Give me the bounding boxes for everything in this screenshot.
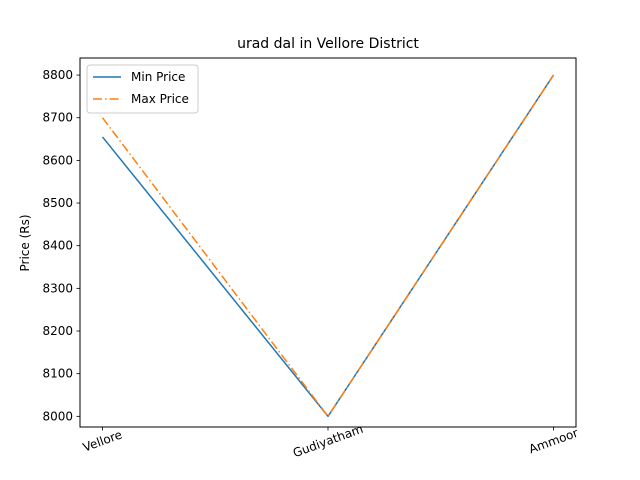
series-layer — [101, 74, 555, 418]
y-tick-label: 8300 — [42, 281, 73, 295]
y-tick-label: 8600 — [42, 153, 73, 167]
series-line-1 — [101, 74, 555, 418]
y-axis-label: Price (Rs) — [18, 214, 32, 271]
y-tick-label: 8400 — [42, 239, 73, 253]
chart-title: urad dal in Vellore District — [237, 36, 419, 52]
x-tick-label: Vellore — [81, 427, 124, 454]
legend-label-0: Min Price — [131, 70, 185, 84]
x-axis: Vellore Gudiyatham Ammoor — [81, 422, 580, 460]
y-tick-label: 8000 — [42, 409, 73, 423]
y-tick-label: 8800 — [42, 68, 73, 82]
y-tick-label: 8500 — [42, 196, 73, 210]
series-line-0 — [101, 74, 555, 418]
y-tick-label: 8700 — [42, 111, 73, 125]
y-tick-label: 8200 — [42, 324, 73, 338]
legend-label-1: Max Price — [131, 92, 189, 106]
legend: Min Price Max Price — [86, 64, 199, 114]
y-tick-label: 8100 — [42, 367, 73, 381]
y-axis: 8000 8100 8200 8300 8400 8500 8600 8700 8800 — [42, 68, 80, 423]
